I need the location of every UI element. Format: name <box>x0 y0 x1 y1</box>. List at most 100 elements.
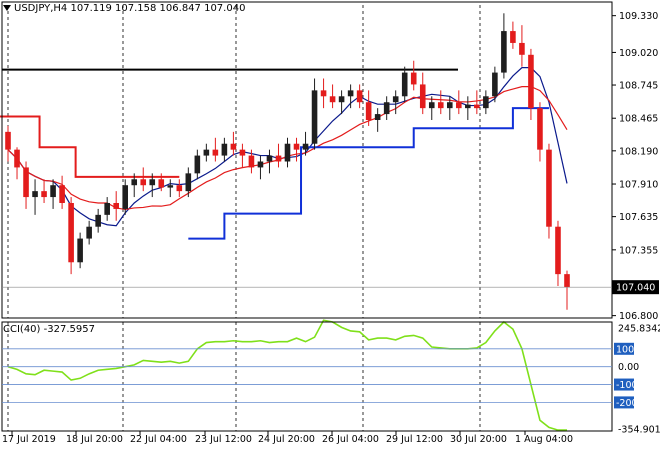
price-tick-label: 109.020 <box>619 48 658 59</box>
candle-bull <box>86 226 92 239</box>
candle-bear <box>528 54 534 109</box>
candle-bear <box>365 102 372 121</box>
candle-bull <box>266 155 273 162</box>
price-tick-label: 109.330 <box>619 11 658 22</box>
stop-line-blue <box>188 107 549 240</box>
current-price-box <box>612 280 659 295</box>
chart-header: USDJPY,H4 107.119 107.158 106.847 107.04… <box>3 3 245 14</box>
price-tick-label: 106.800 <box>619 311 658 322</box>
candle-bear <box>248 155 255 168</box>
candle-bull <box>203 149 210 156</box>
candle-bear <box>410 72 417 85</box>
candle-bear <box>275 155 282 162</box>
candle-bear <box>419 84 426 109</box>
candle-bear <box>510 31 516 43</box>
candle-bear <box>230 143 237 150</box>
chevron-down-icon[interactable] <box>3 5 11 11</box>
candle-bull <box>104 202 110 215</box>
candle-bear <box>320 90 327 97</box>
chart-frame <box>1 1 613 432</box>
cci-level-badge <box>614 378 634 391</box>
symbol-label: USDJPY,H4 <box>14 3 68 14</box>
cci-axis-label: -200 <box>616 398 638 409</box>
candle-bull <box>501 31 507 73</box>
candle-bear <box>564 274 570 288</box>
price-tick-label: 107.910 <box>619 180 658 191</box>
candle-bear <box>113 202 119 209</box>
candle-bull <box>122 185 129 209</box>
candle-bear <box>456 102 462 109</box>
candle-bear <box>356 90 363 103</box>
cci-header: CCI(40) -327.5957 <box>3 324 95 335</box>
candle-bull <box>77 238 83 263</box>
candle-bear <box>239 149 246 156</box>
candle-bear <box>555 226 561 275</box>
cci-axis-label: 100 <box>616 344 634 355</box>
time-tick-label: 23 Jul 12:00 <box>195 434 252 445</box>
time-tick-label: 30 Jul 20:00 <box>450 434 507 445</box>
candle-bull <box>446 102 453 109</box>
price-tick-label: 108.465 <box>619 114 658 125</box>
candle-bull <box>50 185 56 198</box>
candle-bear <box>5 131 11 150</box>
candle-bear <box>158 179 165 188</box>
candle-bull <box>465 104 471 109</box>
time-tick-label: 1 Aug 04:00 <box>515 434 573 445</box>
candle-bull <box>221 143 228 156</box>
candle-bull <box>347 90 354 97</box>
candle-bull <box>32 191 38 198</box>
main-panel-border <box>1 1 613 319</box>
candle-bear <box>474 104 480 109</box>
candle-bear <box>41 191 47 198</box>
candle-bear <box>23 167 29 198</box>
price-axis: 109.330 109.020 108.745 108.465 108.190 107.9… <box>2 11 659 322</box>
candle-bull <box>428 102 435 109</box>
current-price-label: 107.040 <box>616 283 655 294</box>
cci-axis-label: 0.00 <box>618 362 639 373</box>
candle-bear <box>519 42 525 55</box>
candle-bull <box>392 96 399 103</box>
candle-bear <box>546 149 552 227</box>
price-tick-label: 107.635 <box>619 212 658 223</box>
cci-level-badge <box>614 396 634 409</box>
candle-bear <box>212 149 219 156</box>
candle-bear <box>68 202 74 263</box>
cci-level-badge <box>614 342 634 355</box>
cci-axis: 245.8342 100 0.00 -100 -200 -354.9019 <box>2 324 660 436</box>
ohlc-readout: 107.119 107.158 106.847 107.040 <box>70 3 246 14</box>
candle-bull <box>383 102 390 115</box>
time-tick-label: 29 Jul 12:00 <box>386 434 443 445</box>
candle-bull <box>167 185 174 188</box>
cci-axis-label: -354.9019 <box>618 425 660 436</box>
time-axis: 17 Jul 2019 18 Jul 20:00 22 Jul 04:00 23 Ju… <box>2 431 573 445</box>
candle-bear <box>293 143 300 150</box>
candle-bull <box>401 72 408 97</box>
candle-bear <box>176 185 183 192</box>
price-tick-label: 107.355 <box>619 245 658 256</box>
candle-bear <box>329 96 336 103</box>
candle-bull <box>131 179 138 186</box>
candle-bear <box>437 102 444 109</box>
candle-bull <box>483 96 489 109</box>
cci-line <box>7 319 567 431</box>
time-tick-label: 24 Jul 20:00 <box>258 434 315 445</box>
candle-bull <box>194 155 201 174</box>
time-tick-label: 26 Jul 04:00 <box>322 434 379 445</box>
candle-bull <box>257 161 264 168</box>
candle-bull <box>149 179 156 186</box>
stop-line-red <box>0 115 180 178</box>
candle-bull <box>284 143 291 162</box>
candle-bull <box>338 96 345 103</box>
price-tick-label: 108.745 <box>619 81 658 92</box>
cci-panel-border <box>1 321 613 432</box>
candle-bull <box>302 143 309 150</box>
cci-indicator <box>7 319 567 431</box>
cci-axis-label: -100 <box>616 380 638 391</box>
time-tick-label: 18 Jul 20:00 <box>66 434 123 445</box>
candle-bull <box>311 90 318 144</box>
cci-axis-label: 245.8342 <box>618 324 660 335</box>
candles <box>5 13 570 310</box>
candle-bull <box>95 214 101 227</box>
